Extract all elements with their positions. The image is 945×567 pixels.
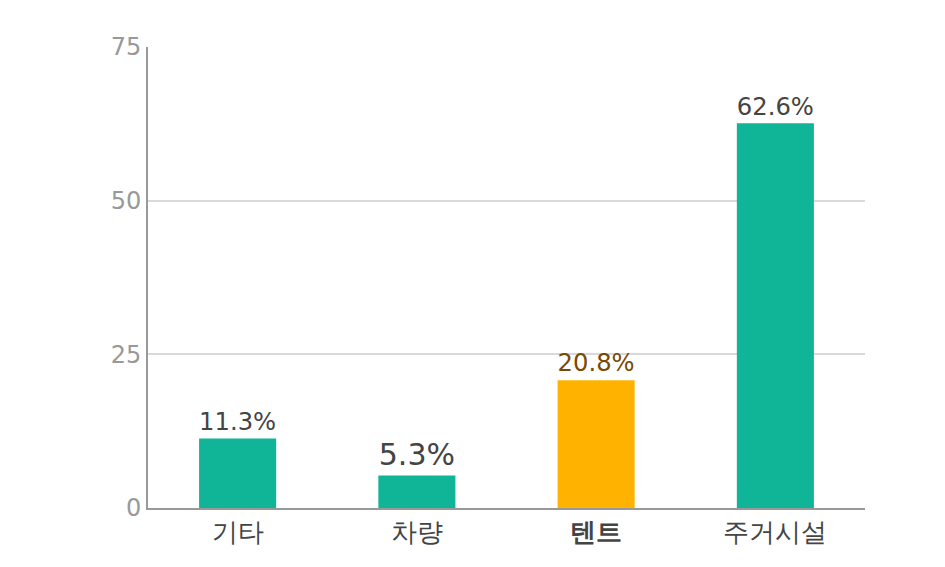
svg-text:62.6%: 62.6% xyxy=(737,92,814,121)
svg-text:25: 25 xyxy=(111,341,142,369)
svg-text:0: 0 xyxy=(126,494,141,522)
svg-text:5.3%: 5.3% xyxy=(379,437,455,472)
svg-text:차량: 차량 xyxy=(391,517,443,547)
svg-text:75: 75 xyxy=(111,33,142,61)
svg-text:50: 50 xyxy=(111,187,142,215)
svg-text:주거시설: 주거시설 xyxy=(723,517,827,547)
svg-text:기타: 기타 xyxy=(212,517,264,547)
svg-text:20.8%: 20.8% xyxy=(558,348,635,377)
svg-text:텐트: 텐트 xyxy=(570,517,622,547)
svg-text:11.3%: 11.3% xyxy=(199,407,276,436)
